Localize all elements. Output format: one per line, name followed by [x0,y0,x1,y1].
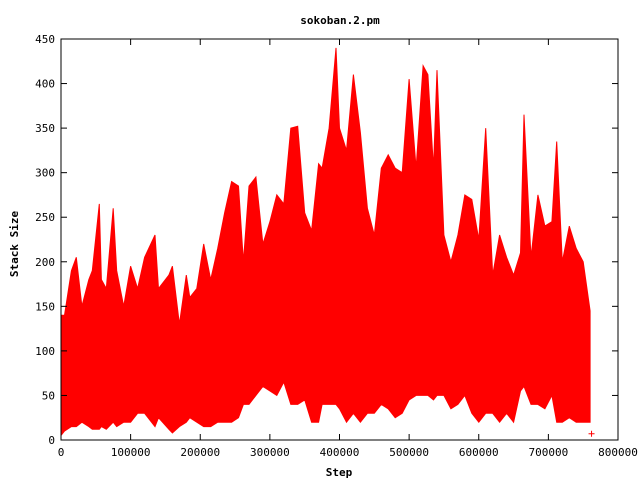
x-tick-label: 300000 [250,446,290,459]
x-tick-label: 600000 [459,446,499,459]
y-tick-label: 300 [35,167,55,180]
y-tick-label: 200 [35,256,55,269]
y-tick-label: 0 [48,434,55,447]
y-tick-label: 400 [35,78,55,91]
x-tick-label: 200000 [180,446,220,459]
x-tick-label: 100000 [111,446,151,459]
x-tick-label: 700000 [529,446,569,459]
y-tick-label: 250 [35,211,55,224]
y-tick-label: 350 [35,122,55,135]
last-point-marker [588,430,595,437]
x-tick-label: 500000 [389,446,429,459]
series-layer [60,47,595,437]
y-tick-label: 450 [35,33,55,46]
x-tick-label: 400000 [320,446,360,459]
chart-title: sokoban.2.pm [300,14,380,27]
x-tick-label: 800000 [598,446,638,459]
y-tick-label: 100 [35,345,55,358]
series-band-0 [60,47,591,437]
y-tick-label: 150 [35,300,55,313]
y-axis-title: Stack Size [8,211,21,278]
x-axis-title: Step [326,466,353,479]
x-tick-label: 0 [58,446,65,459]
ticks-layer: 0 100000 200000 300000 400000 500000 600000 700… [35,33,638,459]
y-tick-label: 50 [42,389,55,402]
